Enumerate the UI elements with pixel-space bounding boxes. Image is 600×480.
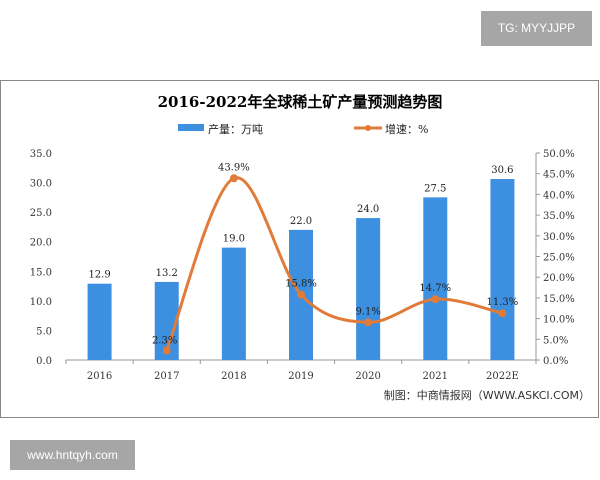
x-tick-label: 2017 xyxy=(154,371,179,382)
legend-line-marker xyxy=(365,125,371,131)
growth-point-2022E xyxy=(498,309,507,318)
bar-2022E xyxy=(490,179,515,360)
growth-label: 2.3% xyxy=(152,335,177,346)
right-tick-label: 0.0% xyxy=(543,356,568,367)
bar-2018 xyxy=(221,247,246,360)
x-tick-label: 2016 xyxy=(87,371,112,382)
bar-2021 xyxy=(423,197,448,360)
x-tick-label: 2019 xyxy=(288,371,313,382)
growth-point-2017 xyxy=(162,346,171,355)
left-tick-label: 25.0 xyxy=(30,208,52,219)
bar-label: 13.2 xyxy=(156,268,178,279)
growth-label: 11.3% xyxy=(487,297,519,308)
x-tick-label: 2018 xyxy=(221,371,246,382)
right-tick-label: 40.0% xyxy=(543,190,575,201)
growth-point-2018 xyxy=(229,174,238,183)
right-tick-label: 45.0% xyxy=(543,170,575,181)
left-tick-label: 5.0 xyxy=(36,326,52,337)
growth-label: 43.9% xyxy=(218,162,250,173)
right-tick-label: 35.0% xyxy=(543,211,575,222)
bar-label: 24.0 xyxy=(357,204,379,215)
left-tick-label: 35.0 xyxy=(30,149,52,160)
x-tick-label: 2022E xyxy=(486,371,519,382)
bar-2020 xyxy=(356,218,381,360)
source-credit: 制图：中商情报网（WWW.ASKCI.COM） xyxy=(384,388,590,402)
right-tick-label: 15.0% xyxy=(543,294,575,305)
growth-label: 14.7% xyxy=(419,283,451,294)
bar-label: 30.6 xyxy=(491,165,513,176)
growth-line xyxy=(165,176,503,352)
chart-title: 2016-2022年全球稀土矿产量预测趋势图 xyxy=(158,93,443,111)
bar-label: 12.9 xyxy=(88,270,110,281)
right-tick-label: 50.0% xyxy=(543,149,575,160)
legend-bar-swatch xyxy=(178,124,204,131)
left-tick-label: 20.0 xyxy=(30,238,52,249)
right-tick-label: 20.0% xyxy=(543,273,575,284)
watermark-tg: TG: MYYJJPP xyxy=(481,11,592,46)
right-tick-label: 10.0% xyxy=(543,315,575,326)
watermark-site: www.hntqyh.com xyxy=(10,440,135,470)
growth-label: 15.8% xyxy=(285,279,317,290)
growth-label: 9.1% xyxy=(355,306,380,317)
bar-label: 27.5 xyxy=(424,183,446,194)
chart-frame xyxy=(0,80,599,418)
right-tick-label: 30.0% xyxy=(543,232,575,243)
left-tick-label: 0.0 xyxy=(36,356,52,367)
right-tick-label: 25.0% xyxy=(543,253,575,264)
growth-point-2020 xyxy=(364,318,373,327)
bar-2016 xyxy=(87,283,112,360)
left-tick-label: 10.0 xyxy=(30,297,52,308)
growth-point-2019 xyxy=(297,290,305,299)
bar-label: 22.0 xyxy=(290,216,312,227)
left-tick-label: 30.0 xyxy=(30,179,52,190)
x-tick-label: 2020 xyxy=(355,371,380,382)
bar-label: 19.0 xyxy=(223,234,245,245)
legend-line-label: 增速：% xyxy=(385,122,428,136)
right-tick-label: 5.0% xyxy=(543,335,568,346)
x-tick-label: 2021 xyxy=(423,371,448,382)
left-tick-label: 15.0 xyxy=(30,267,52,278)
growth-point-2021 xyxy=(431,295,440,304)
legend-bar-label: 产量：万吨 xyxy=(208,122,263,136)
